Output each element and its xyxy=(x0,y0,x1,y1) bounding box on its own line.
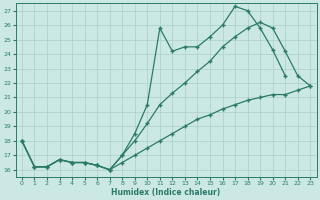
X-axis label: Humidex (Indice chaleur): Humidex (Indice chaleur) xyxy=(111,188,221,197)
